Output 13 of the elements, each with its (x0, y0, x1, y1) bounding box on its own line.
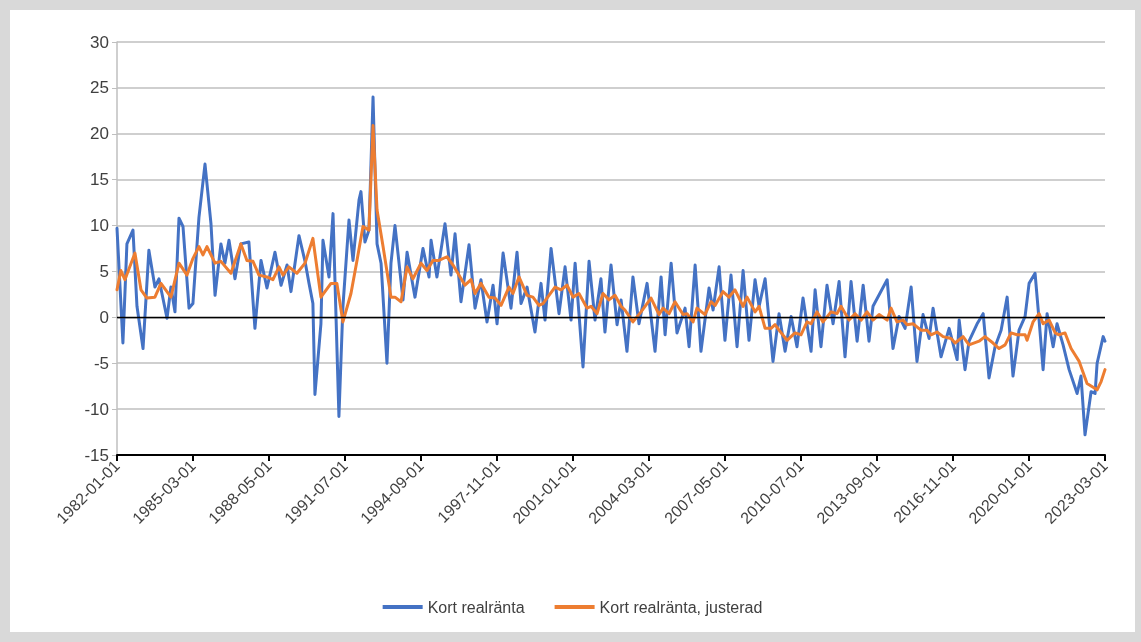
y-tick-label: 15 (90, 170, 109, 190)
y-tick-label: 25 (90, 78, 109, 98)
y-tick-label: 10 (90, 216, 109, 236)
line-series (115, 124, 1107, 392)
legend-label: Kort realränta (427, 598, 525, 616)
y-tick-label: 5 (99, 261, 109, 281)
y-tick-label: -5 (93, 353, 109, 373)
y-tick-label: 0 (99, 307, 109, 327)
y-tick-label: 20 (90, 124, 109, 144)
y-tick-label: 30 (90, 32, 109, 52)
legend-label: Kort realränta, justerad (599, 598, 763, 616)
y-tick-label: -15 (84, 445, 109, 465)
y-tick-label: -10 (84, 399, 109, 419)
